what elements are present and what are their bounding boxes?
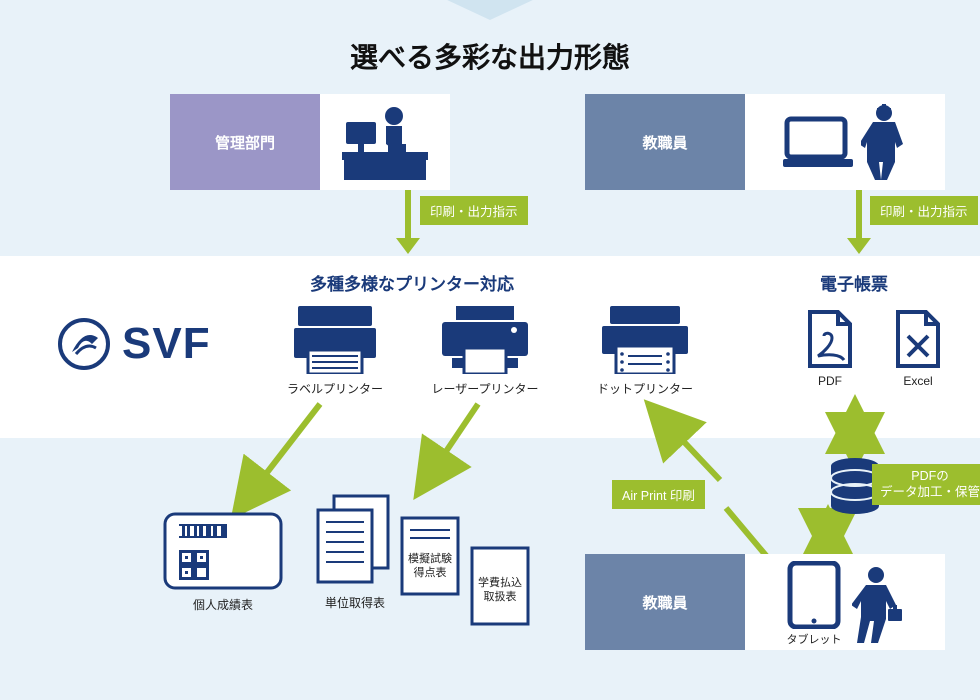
excel-col: Excel [888, 310, 948, 388]
tuition-icon: 学費払込 取扱表 [470, 546, 530, 626]
card-admin-icon [320, 94, 450, 190]
card-admin: 管理部門 [170, 94, 450, 190]
card-admin-label: 管理部門 [170, 94, 320, 190]
label-printer-col: ラベルプリンター [280, 306, 390, 397]
svg-text:模擬試験: 模擬試験 [408, 551, 452, 565]
dot-printer-caption: ドットプリンター [590, 380, 700, 397]
grade-card-output: 個人成績表 [158, 512, 288, 613]
label-printer-icon [294, 306, 376, 374]
exam-score-output: 模擬試験 得点表 [400, 516, 472, 596]
tuition-output: 学費払込 取扱表 [470, 546, 542, 626]
laser-printer-caption: レーザープリンター [430, 380, 540, 397]
tablet-icon [786, 561, 842, 629]
laser-printer-col: レーザープリンター [430, 306, 540, 397]
card-faculty-bottom-iconbox: タブレット [745, 554, 945, 650]
faculty-instruction-label: 印刷・出力指示 [870, 196, 978, 225]
airprint-label: Air Print 印刷 [612, 480, 705, 509]
walking-person-icon [852, 565, 904, 647]
svg-text:学費払込: 学費払込 [478, 575, 522, 589]
pdf-process-line1: PDFの [911, 469, 949, 483]
grade-card-caption: 個人成績表 [158, 596, 288, 613]
card-faculty-top-icon [745, 94, 945, 190]
grade-card-icon [163, 512, 283, 590]
card-faculty-top-label: 教職員 [585, 94, 745, 190]
pdf-process-line2: データ加工・保管 [880, 485, 980, 499]
card-faculty-bottom-label: 教職員 [585, 554, 745, 650]
pdf-process-label: PDFの データ加工・保管 [872, 464, 980, 505]
svg-text:得点表: 得点表 [414, 565, 447, 579]
svf-logo: SVF [58, 318, 211, 370]
card-faculty-bottom: 教職員 タブレット [585, 554, 945, 650]
top-chevron-icon [430, 0, 550, 20]
exam-score-icon: 模擬試験 得点表 [400, 516, 460, 596]
dot-printer-icon [602, 306, 688, 374]
credit-sheet-caption: 単位取得表 [310, 594, 400, 611]
printers-title: 多種多様なプリンター対応 [310, 270, 514, 295]
eforms-title: 電子帳票 [820, 270, 888, 295]
card-faculty-top: 教職員 [585, 94, 945, 190]
tablet-caption: タブレット [786, 631, 842, 647]
pdf-caption: PDF [800, 374, 860, 388]
svg-text:取扱表: 取扱表 [484, 589, 517, 603]
label-printer-caption: ラベルプリンター [280, 380, 390, 397]
credit-sheet-output: 単位取得表 [310, 494, 400, 611]
page-title: 選べる多彩な出力形態 [0, 36, 980, 76]
dot-printer-col: ドットプリンター [590, 306, 700, 397]
credit-sheet-icon [316, 494, 394, 588]
pdf-col: PDF [800, 310, 860, 388]
excel-file-icon [894, 310, 942, 368]
excel-caption: Excel [888, 374, 948, 388]
admin-instruction-label: 印刷・出力指示 [420, 196, 528, 225]
laser-printer-icon [442, 306, 528, 374]
svf-logo-icon [58, 318, 110, 370]
pdf-file-icon [806, 310, 854, 368]
svf-logo-text: SVF [122, 319, 211, 369]
